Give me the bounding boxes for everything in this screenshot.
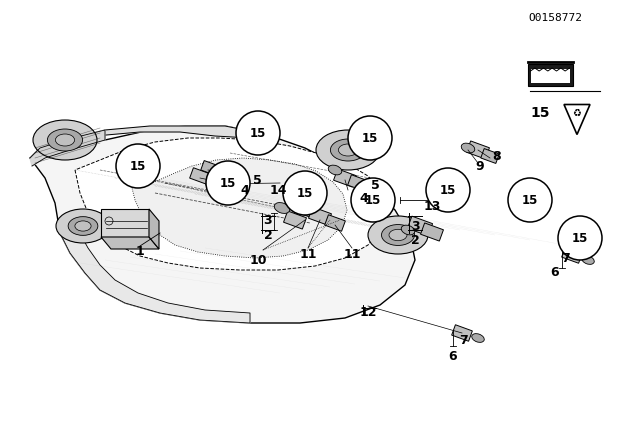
Text: 15: 15 [572, 232, 588, 245]
Text: 15: 15 [297, 186, 313, 199]
Text: 8: 8 [493, 150, 501, 163]
Circle shape [558, 216, 602, 260]
Text: 15: 15 [365, 194, 381, 207]
Text: 15: 15 [362, 132, 378, 145]
Polygon shape [60, 220, 250, 323]
Text: 1: 1 [136, 245, 145, 258]
Polygon shape [212, 177, 228, 190]
Polygon shape [324, 215, 346, 231]
Ellipse shape [75, 221, 91, 231]
Text: 15: 15 [130, 159, 146, 172]
Polygon shape [30, 130, 105, 166]
Polygon shape [189, 168, 211, 184]
Text: ♻: ♻ [573, 108, 581, 118]
Text: 15: 15 [220, 177, 236, 190]
Polygon shape [130, 158, 347, 258]
Ellipse shape [582, 256, 595, 264]
Ellipse shape [47, 129, 83, 151]
Text: 15: 15 [250, 126, 266, 139]
Text: 2: 2 [264, 228, 273, 241]
Text: 5: 5 [253, 173, 261, 186]
Ellipse shape [328, 165, 342, 175]
Polygon shape [101, 209, 149, 237]
Text: 6: 6 [449, 349, 458, 362]
Text: O0158772: O0158772 [528, 13, 582, 23]
Ellipse shape [368, 216, 428, 254]
Text: 15: 15 [440, 184, 456, 197]
Ellipse shape [68, 217, 98, 235]
Polygon shape [408, 216, 433, 236]
Ellipse shape [56, 209, 110, 243]
Text: 10: 10 [249, 254, 267, 267]
Text: 15: 15 [522, 194, 538, 207]
Circle shape [348, 116, 392, 160]
Text: 7: 7 [561, 251, 570, 264]
Ellipse shape [56, 134, 75, 146]
Polygon shape [531, 69, 570, 83]
Text: 14: 14 [269, 184, 287, 197]
Polygon shape [30, 126, 265, 158]
Ellipse shape [389, 229, 407, 241]
Circle shape [236, 111, 280, 155]
Ellipse shape [461, 143, 475, 153]
Polygon shape [296, 202, 314, 217]
Circle shape [426, 168, 470, 212]
Text: 5: 5 [371, 178, 380, 191]
Polygon shape [481, 149, 499, 164]
Text: 9: 9 [476, 159, 484, 172]
Text: 2: 2 [411, 233, 419, 246]
Ellipse shape [339, 144, 358, 156]
Ellipse shape [275, 202, 290, 213]
Text: 3: 3 [264, 214, 272, 227]
Text: 7: 7 [459, 335, 467, 348]
Text: 11: 11 [300, 249, 317, 262]
Polygon shape [527, 64, 573, 86]
Polygon shape [101, 237, 159, 249]
Circle shape [508, 178, 552, 222]
Circle shape [116, 144, 160, 188]
Polygon shape [562, 247, 582, 263]
Text: 13: 13 [423, 199, 441, 212]
Polygon shape [75, 138, 385, 270]
Ellipse shape [381, 224, 415, 246]
Text: 4: 4 [360, 191, 369, 204]
Polygon shape [284, 211, 307, 229]
Polygon shape [467, 141, 490, 159]
Polygon shape [206, 176, 224, 190]
Ellipse shape [316, 130, 380, 170]
Polygon shape [348, 175, 369, 191]
Polygon shape [333, 169, 356, 187]
Text: 11: 11 [343, 249, 361, 262]
Polygon shape [420, 223, 444, 241]
Polygon shape [452, 325, 472, 341]
Polygon shape [308, 207, 332, 225]
Circle shape [283, 171, 327, 215]
Ellipse shape [401, 225, 415, 235]
Text: 12: 12 [359, 306, 377, 319]
Circle shape [351, 178, 395, 222]
Polygon shape [30, 126, 415, 323]
Circle shape [206, 161, 250, 205]
Polygon shape [201, 160, 220, 176]
Ellipse shape [330, 139, 365, 161]
Text: 4: 4 [241, 184, 250, 197]
Polygon shape [149, 209, 159, 249]
Text: 15: 15 [531, 106, 550, 120]
Text: 3: 3 [411, 220, 419, 233]
Ellipse shape [33, 120, 97, 160]
Ellipse shape [472, 334, 484, 342]
Text: 6: 6 [550, 267, 559, 280]
